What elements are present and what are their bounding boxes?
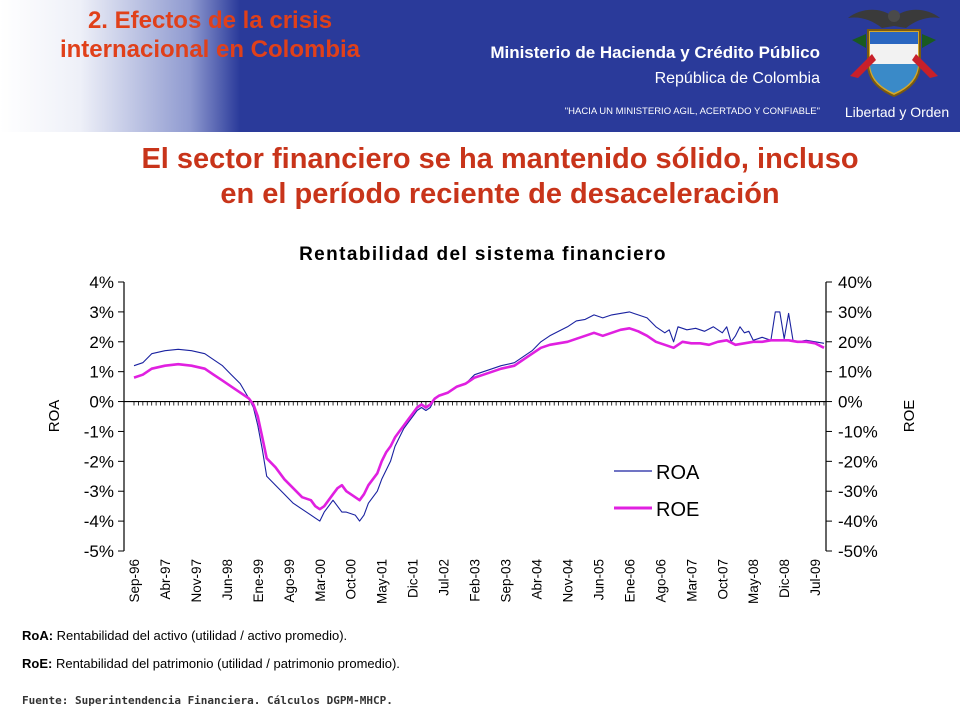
- x-tick-label: Dic-08: [777, 559, 792, 598]
- series-line-roe: [133, 327, 825, 511]
- y-tick-label-right: 40%: [838, 273, 872, 292]
- header-banner: 2. Efectos de la crisis internacional en…: [0, 0, 960, 132]
- y-tick-label-left: 0%: [89, 393, 114, 412]
- chart-legend: ROA ROE: [598, 456, 734, 522]
- section-title: 2. Efectos de la crisis internacional en…: [20, 6, 400, 64]
- chart-axes: [123, 282, 827, 551]
- x-tick-label: May-08: [746, 559, 761, 604]
- main-title-line1: El sector financiero se ha mantenido sól…: [141, 143, 859, 175]
- x-tick-label: Ago-06: [653, 559, 668, 603]
- note-roa-term: RoA:: [22, 628, 54, 643]
- y-tick-label-left: 1%: [89, 363, 114, 382]
- chart-ticks: 4% 40% 3% 30% 2% 20% 1% 10% 0% 0% -1% -10% -2% -20% -3…: [84, 273, 878, 604]
- y-tick-label-left: -3%: [84, 482, 114, 501]
- note-roa: RoA: Rentabilidad del activo (utilidad /…: [22, 628, 347, 643]
- main-title: El sector financiero se ha mantenido sól…: [60, 142, 940, 212]
- x-tick-label: Dic-01: [406, 559, 421, 598]
- y-tick-label-right: 10%: [838, 363, 872, 382]
- x-tick-label: Abr-04: [530, 559, 545, 600]
- y-tick-label-right: 20%: [838, 333, 872, 352]
- x-tick-label: Oct-07: [715, 559, 730, 600]
- x-tick-label: Jun-98: [220, 559, 235, 600]
- x-tick-label: Jul-02: [437, 559, 452, 596]
- x-tick-label: Ene-99: [251, 559, 266, 603]
- note-roa-text: Rentabilidad del activo (utilidad / acti…: [53, 628, 348, 643]
- coat-of-arms-icon: [848, 9, 940, 98]
- section-title-line1: 2. Efectos de la crisis: [87, 7, 333, 34]
- y-tick-label-left: 3%: [89, 303, 114, 322]
- y-tick-label-left: -2%: [84, 452, 114, 471]
- x-tick-label: Nov-97: [189, 559, 204, 603]
- x-tick-label: Nov-04: [560, 559, 575, 603]
- ministry-motto: "HACIA UN MINISTERIO AGIL, ACERTADO Y CO…: [564, 106, 820, 117]
- x-tick-label: Oct-00: [344, 559, 359, 600]
- x-tick-label: Sep-96: [127, 559, 142, 603]
- section-title-line2: internacional en Colombia: [59, 36, 361, 63]
- y-tick-label-right: 30%: [838, 303, 872, 322]
- note-roe-term: RoE:: [22, 656, 53, 671]
- x-tick-label: Ago-99: [282, 559, 297, 603]
- y-tick-label-right: -30%: [838, 482, 878, 501]
- y-tick-label-left: -1%: [84, 422, 114, 441]
- y-tick-label-left: 4%: [89, 273, 114, 292]
- libertad-y-orden: Libertad y Orden: [844, 104, 950, 120]
- y-tick-label-right: -40%: [838, 512, 878, 531]
- x-tick-label: Feb-03: [468, 559, 483, 602]
- source-note: Fuente: Superintendencia Financiera. Cál…: [22, 694, 393, 707]
- y-tick-label-left: -5%: [84, 542, 114, 561]
- y-tick-label-right: 0%: [838, 393, 863, 412]
- y-tick-label-right: -50%: [838, 542, 878, 561]
- y-tick-label-left: 2%: [89, 333, 114, 352]
- y-axis-label-left: ROA: [46, 400, 63, 433]
- chart-title: Rentabilidad del sistema financiero: [299, 244, 667, 265]
- note-roe: RoE: Rentabilidad del patrimonio (utilid…: [22, 656, 400, 671]
- x-tick-label: Ene-06: [622, 559, 637, 603]
- x-tick-label: Mar-00: [313, 559, 328, 602]
- republic-name: República de Colombia: [654, 70, 820, 87]
- y-axis-label-right: ROE: [901, 400, 918, 433]
- main-title-line2: en el período reciente de desaceleración: [220, 178, 780, 210]
- x-tick-label: Sep-03: [499, 559, 514, 603]
- legend-roe-label: ROE: [656, 499, 699, 521]
- y-tick-label-right: -20%: [838, 452, 878, 471]
- x-tick-label: Jul-09: [808, 559, 823, 596]
- x-tick-label: Mar-07: [684, 559, 699, 602]
- ministry-name: Ministerio de Hacienda y Crédito Público: [490, 43, 820, 62]
- y-tick-label-left: -4%: [84, 512, 114, 531]
- x-tick-label: May-01: [375, 559, 390, 604]
- x-tick-label: Jun-05: [591, 559, 606, 600]
- note-roe-text: Rentabilidad del patrimonio (utilidad / …: [52, 656, 400, 671]
- y-tick-label-right: -10%: [838, 422, 878, 441]
- chart-series: [133, 311, 825, 522]
- roa-roe-chart: Rentabilidad del sistema financiero 4% 40…: [46, 244, 918, 604]
- legend-roa-label: ROA: [656, 462, 700, 484]
- x-tick-label: Abr-97: [158, 559, 173, 600]
